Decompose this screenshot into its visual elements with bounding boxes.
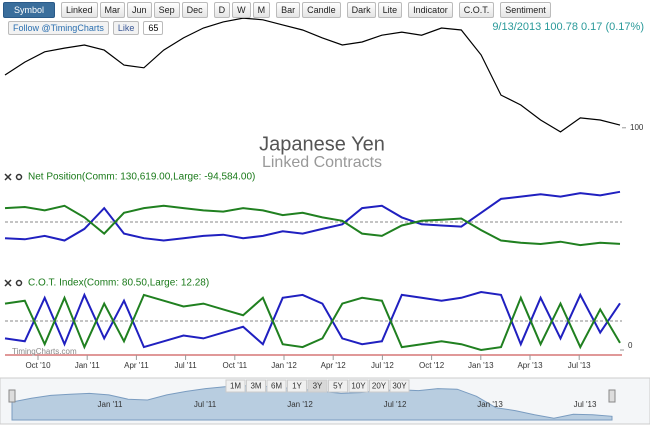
toolbar-button[interactable]: Dec <box>181 2 208 18</box>
x-tick-label: Jul '13 <box>568 361 591 370</box>
x-tick-label: Jan '13 <box>468 361 494 370</box>
toolbar-button[interactable]: Sentiment <box>500 2 551 18</box>
toolbar-button[interactable]: Mar <box>99 2 126 18</box>
toolbar-button[interactable]: Symbol <box>3 2 56 18</box>
navigator-label: Jan '11 <box>98 400 124 409</box>
range-button[interactable]: 30Y <box>389 379 410 393</box>
navigator-handle[interactable] <box>608 389 616 403</box>
x-tick-label: Oct '12 <box>419 361 445 370</box>
toolbar-button[interactable]: W <box>232 2 251 18</box>
navigator-label: Jul '12 <box>384 400 407 409</box>
x-tick-label: Oct '10 <box>25 361 51 370</box>
navigator-label: Jul '11 <box>194 400 217 409</box>
toolbar-button[interactable]: Jun <box>127 2 152 18</box>
quote: 9/13/2013 100.78 0.17 (0.17%) <box>492 21 644 33</box>
toolbar-button[interactable]: Bar <box>276 2 301 18</box>
range-button-label: 5Y <box>333 382 343 391</box>
range-button-label: 10Y <box>351 382 366 391</box>
cot-index-line <box>4 293 621 352</box>
range-button-bg <box>225 379 246 393</box>
range-button-label: 3M <box>250 382 261 391</box>
subtitle: Linked Contracts <box>262 154 382 171</box>
range-button-bg <box>328 379 348 393</box>
x-tick-label: Apr '13 <box>517 361 543 370</box>
range-button-bg <box>287 379 307 393</box>
range-button[interactable]: 3M <box>246 379 266 393</box>
cot-index-label: C.O.T. Index(Comm: 80.50,Large: 12.28) <box>28 278 209 289</box>
net-position-line <box>4 190 621 242</box>
range-button-bg <box>389 379 410 393</box>
navigator-handle[interactable] <box>8 389 16 403</box>
range-button[interactable]: 20Y <box>369 379 389 393</box>
range-button[interactable]: 3Y <box>307 379 328 393</box>
x-tick-label: Jul '12 <box>371 361 394 370</box>
range-button-bg <box>307 379 328 393</box>
button-group: Linked Mar Jun Sep Dec <box>61 2 208 18</box>
net-position-label: Net Position(Comm: 130,619.00,Large: -94… <box>28 172 255 183</box>
range-button-label: 3Y <box>313 382 323 391</box>
navigator-label: Jan '12 <box>287 400 313 409</box>
follow-button[interactable]: Follow @TimingCharts <box>8 21 109 35</box>
range-button-label: 1M <box>230 382 241 391</box>
button-group: Sentiment <box>500 2 551 18</box>
range-button-bg <box>348 379 369 393</box>
toolbar-button[interactable]: Sep <box>153 2 180 18</box>
navigator-label: Jul '13 <box>574 400 597 409</box>
price-line <box>4 17 621 133</box>
toolbar: Symbol Linked Mar Jun Sep Dec D W M Bar Candle Dark… <box>3 2 551 18</box>
range-button-bg <box>266 379 287 393</box>
button-group: C.O.T. <box>458 2 495 18</box>
range-button-bg <box>246 379 266 393</box>
toolbar-button[interactable]: C.O.T. <box>458 2 495 18</box>
range-button-label: 1Y <box>292 382 302 391</box>
range-button[interactable]: 6M <box>266 379 287 393</box>
toolbar-button[interactable]: Candle <box>302 2 341 18</box>
watermark: TimingCharts.com <box>12 347 77 356</box>
x-tick-label: Jan '11 <box>75 361 101 370</box>
y-tick-label: 0 <box>628 341 633 350</box>
toolbar-button[interactable]: D <box>213 2 231 18</box>
x-tick-label: Apr '12 <box>321 361 347 370</box>
toolbar-button[interactable]: M <box>252 2 271 18</box>
range-button-label: 6M <box>271 382 282 391</box>
toolbar-button[interactable]: Linked <box>61 2 98 18</box>
x-tick-label: Jul '11 <box>174 361 197 370</box>
panel-icons[interactable] <box>4 173 23 287</box>
title: Japanese Yen <box>259 133 385 155</box>
button-group: Indicator <box>408 2 453 18</box>
range-button[interactable]: 1Y <box>287 379 307 393</box>
y-tick-label: 100 <box>630 123 644 132</box>
toolbar-button[interactable]: Indicator <box>408 2 453 18</box>
toolbar-button[interactable]: Dark <box>346 2 376 18</box>
range-button-label: 30Y <box>392 382 407 391</box>
button-group: Dark Lite <box>346 2 403 18</box>
button-group: Symbol <box>3 2 56 18</box>
like-button[interactable]: Like <box>112 21 140 35</box>
x-tick-label: Jan '12 <box>271 361 297 370</box>
toolbar-button[interactable]: Lite <box>377 2 403 18</box>
cot-index-line <box>4 290 621 349</box>
social: Follow @TimingCharts Like 65 <box>8 21 164 35</box>
range-button-label: 20Y <box>372 382 387 391</box>
range-button[interactable]: 10Y <box>348 379 369 393</box>
range-button[interactable]: 5Y <box>328 379 348 393</box>
range-button-bg <box>369 379 389 393</box>
range-button[interactable]: 1M <box>225 379 246 393</box>
navigator-label: Jan '13 <box>477 400 503 409</box>
button-group: Bar Candle <box>276 2 341 18</box>
net-position-line <box>4 204 621 247</box>
x-tick-label: Apr '11 <box>124 361 149 370</box>
like-count: 65 <box>143 21 164 35</box>
x-tick-label: Oct '11 <box>223 361 248 370</box>
